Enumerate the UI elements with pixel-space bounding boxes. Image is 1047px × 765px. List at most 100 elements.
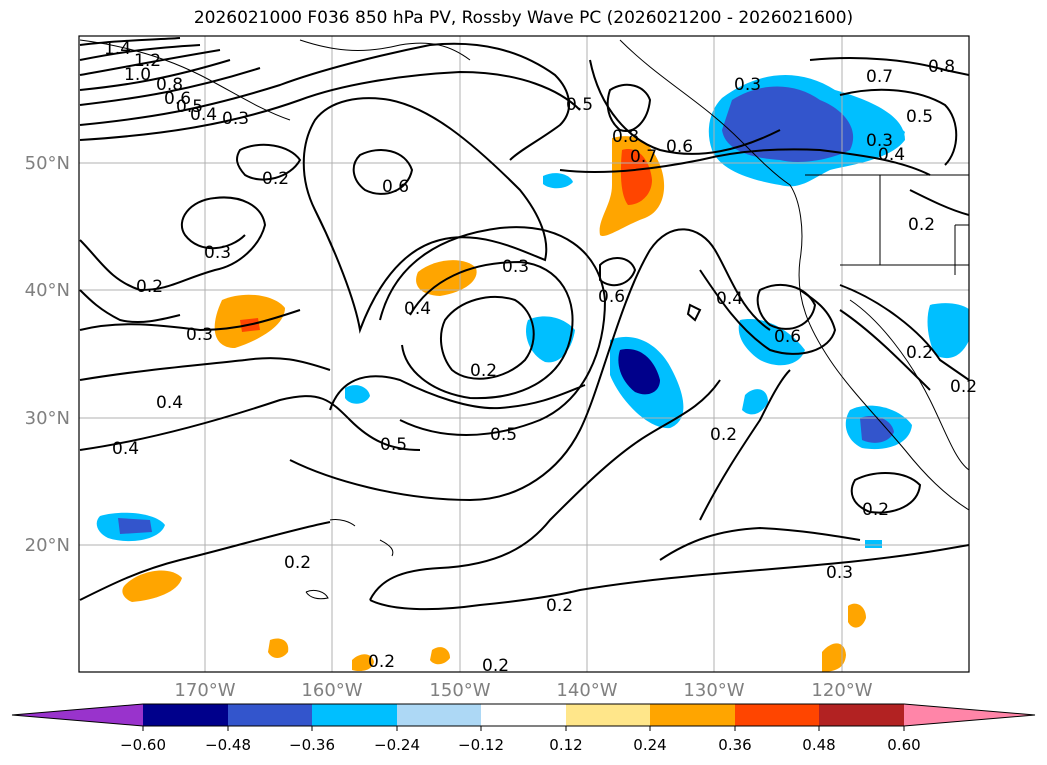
contour-label: 0.7 [866,67,893,87]
contour-label: 1.2 [134,51,161,71]
contour-33 [686,303,702,322]
contour-labels: 1.4 1.2 1.0 0.8 0.6 0.5 0.4 0.3 0.2 0.3 … [104,39,977,676]
contour-label: 0.2 [906,343,933,363]
lon-label: 140°W [556,680,617,701]
contour-label: 0.6 [382,177,409,197]
shade-neg-12 [865,540,882,548]
contour-label: 0.5 [906,107,933,127]
contour-label: 0.2 [262,169,289,189]
colorbar-bin [566,704,650,726]
contour-19 [79,289,181,324]
contour-1 [79,37,181,46]
shade-pos-2 [416,260,477,296]
state-borders [805,174,969,275]
colorbar-tick-label: −0.12 [458,736,504,754]
contour-label: 0.3 [502,257,529,277]
shade-neg-11 [851,120,905,152]
lon-label: 150°W [429,680,490,701]
contour-label: 0.2 [470,361,497,381]
contour-20 [79,521,331,601]
contour-24 [659,526,861,561]
contour-label: 0.4 [156,393,183,413]
contour-8 [236,143,302,181]
contour-12 [439,296,535,380]
contour-2 [79,44,201,61]
contour-label: 0.5 [566,95,593,115]
colorbar-extend-low [12,704,143,726]
contour-34 [756,284,817,330]
lon-label: 170°W [174,680,235,701]
contour-15 [329,375,586,411]
pc-shading [96,75,969,672]
colorbar-bin [481,704,566,726]
contour-28 [589,59,781,155]
contour-label: 0.4 [716,289,743,309]
contour-label: 0.2 [908,215,935,235]
map-title: 2026021000 F036 850 hPa PV, Rossby Wave … [193,8,854,28]
na-west-coast [619,39,969,511]
colorbar-bin [228,704,312,726]
contour-label: 0.8 [612,127,639,147]
colorbar-tick-label: −0.24 [374,736,420,754]
pv-contours [79,37,969,611]
colorbar-tick-label: −0.48 [205,736,251,754]
contour-label: 0.6 [598,287,625,307]
colorbar-tick-label: 0.60 [887,736,920,754]
contour-label: 0.2 [950,377,977,397]
contour-30 [809,57,969,76]
contour-22 [369,379,721,601]
shade-pos-9 [822,643,846,672]
contour-label: 0.2 [368,652,395,672]
shade-neg-8 [543,173,573,189]
contour-label: 0.5 [176,97,203,117]
contour-9 [79,196,267,292]
colorbar: −0.60 −0.48 −0.36 −0.24 −0.12 0.12 0.24 … [11,703,1036,754]
contour-21 [289,228,771,502]
contour-4 [79,59,231,91]
lat-labels: 50°N 40°N 30°N 20°N [25,153,70,556]
contour-label: 0.5 [490,425,517,445]
contour-3 [79,49,221,76]
colorbar-ticks [142,726,905,731]
baja-coast [849,299,969,471]
contour-26 [850,472,922,514]
shade-pos-8 [848,603,866,628]
shade-pos-7 [430,647,450,665]
lon-label: 130°W [683,680,744,701]
colorbar-bin [650,704,735,726]
colorbar-extend-high [904,704,1035,726]
contour-11 [302,97,548,334]
contour-label: 0.2 [482,656,509,676]
contour-label: 0.2 [862,500,889,520]
colorbar-bin [143,704,228,726]
lon-label: 160°W [301,680,362,701]
lat-label: 30°N [25,408,70,429]
contour-23 [369,544,969,611]
contour-label: 0.8 [928,57,955,77]
contour-label: 0.4 [878,145,905,165]
lat-label: 40°N [25,280,70,301]
shade-neg-10 [927,303,969,359]
lon-labels: 170°W 160°W 150°W 140°W 130°W 120°W [174,680,872,701]
colorbar-tick-labels: −0.60 −0.48 −0.36 −0.24 −0.12 0.12 0.24 … [120,736,921,754]
contour-label: 0.7 [630,147,657,167]
contour-36 [839,284,969,381]
contour-label: 1.0 [124,65,151,85]
colorbar-tick-label: 0.36 [718,736,751,754]
contour-5 [79,67,261,106]
contour-16 [79,309,301,332]
shade-neg-3 [525,316,575,363]
contour-label: 0.4 [190,105,217,125]
contour-6 [79,42,570,161]
colorbar-tick-label: −0.60 [120,736,166,754]
shade-neg-2-core [618,349,660,395]
contour-32 [599,257,637,287]
hawaii [305,519,394,600]
shade-pos-4 [122,570,182,602]
contour-label: 0.3 [866,131,893,151]
coastlines [79,39,969,600]
contour-7 [79,70,581,141]
colorbar-bin [819,704,904,726]
contour-label: 0.3 [734,75,761,95]
